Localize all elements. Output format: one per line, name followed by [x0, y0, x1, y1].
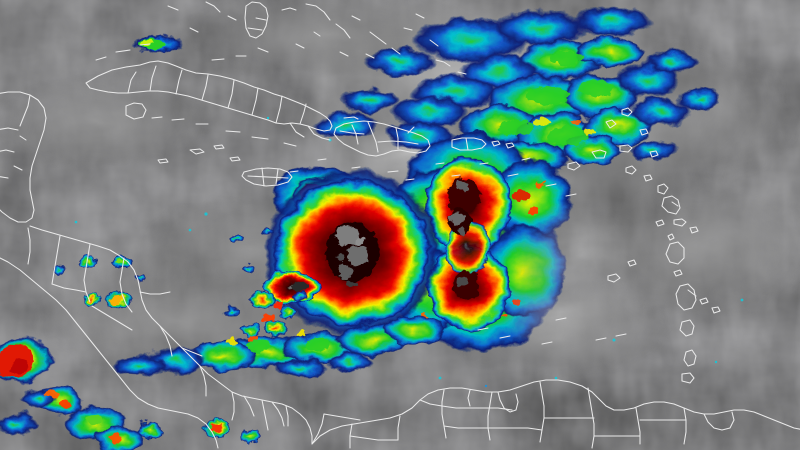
- lesser-antilles-outline: [567, 107, 721, 384]
- yucatan-outline: [0, 91, 47, 223]
- central-america-outline: [0, 225, 313, 449]
- turks-caicos-outline: [435, 59, 467, 75]
- cayman-islands-outline: [157, 144, 627, 345]
- hispaniola-outline: [333, 116, 431, 157]
- puerto-rico-outline: [451, 137, 515, 151]
- cuba-outline: [85, 43, 333, 147]
- south-america-outline: [311, 379, 800, 449]
- jamaica-outline: [241, 167, 293, 187]
- bahamas-outline: [167, 1, 439, 59]
